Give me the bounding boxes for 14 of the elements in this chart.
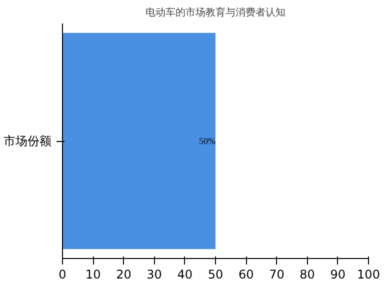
x-tick-label: 90 bbox=[330, 268, 346, 281]
x-tick-label: 30 bbox=[146, 268, 162, 281]
x-tick-label: 10 bbox=[85, 268, 101, 281]
x-tick-label: 70 bbox=[269, 268, 284, 281]
x-tick-label: 40 bbox=[177, 268, 193, 281]
y-tick-label: 市场份额 bbox=[4, 134, 52, 148]
x-tick-label: 100 bbox=[357, 268, 380, 281]
x-tick-label: 50 bbox=[208, 268, 224, 281]
x-tick-label: 0 bbox=[58, 268, 66, 281]
data-label: 50% bbox=[199, 136, 216, 146]
x-tick-label: 60 bbox=[238, 268, 254, 281]
x-tick-label: 80 bbox=[300, 268, 315, 281]
chart-title: 电动车的市场教育与消费者认知 bbox=[146, 6, 286, 18]
x-tick-label: 20 bbox=[116, 268, 132, 281]
